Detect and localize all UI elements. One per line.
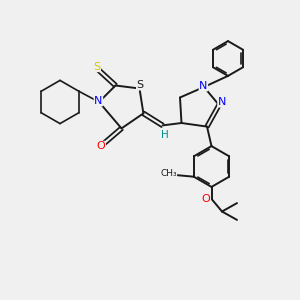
Text: N: N (94, 96, 103, 106)
Text: S: S (136, 80, 144, 90)
Text: S: S (93, 61, 100, 72)
Text: H: H (161, 130, 169, 140)
Text: O: O (202, 194, 211, 204)
Text: N: N (199, 81, 208, 91)
Text: O: O (97, 141, 106, 152)
Text: CH₃: CH₃ (160, 169, 177, 178)
Text: N: N (218, 97, 226, 107)
